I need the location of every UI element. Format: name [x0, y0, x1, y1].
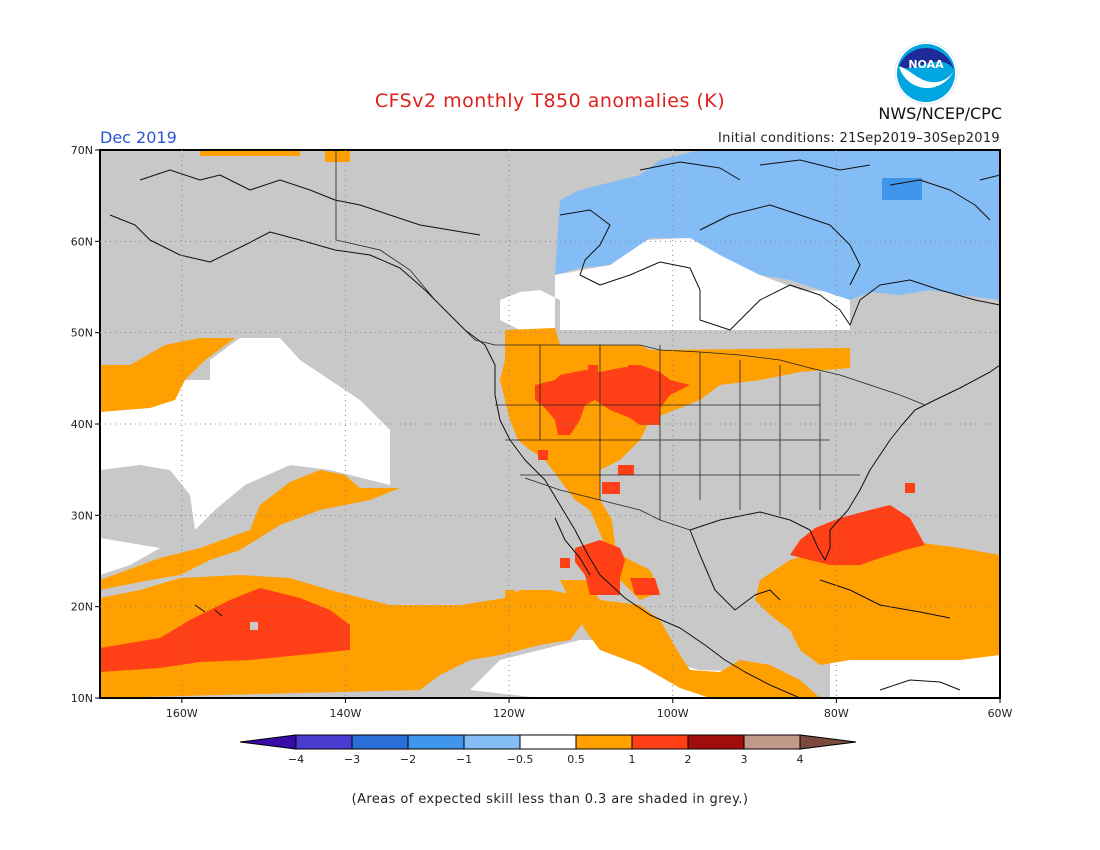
- lat-tick-label: 30N: [71, 509, 93, 522]
- colorbar-max-arrow: [799, 734, 857, 750]
- lat-tick-label: 60N: [71, 235, 93, 248]
- latitude-labels: 70N 60N 50N 40N 30N 20N 10N: [71, 144, 93, 705]
- lon-tick-label: 120W: [493, 707, 525, 720]
- colorbar-label: −2: [400, 753, 416, 766]
- graticule: [95, 149, 1001, 703]
- colorbar-label: −1: [456, 753, 472, 766]
- colorbar-label: 2: [685, 753, 692, 766]
- colorbar-label: −4: [288, 753, 304, 766]
- lon-tick-label: 80W: [824, 707, 849, 720]
- colorbar-label: −3: [344, 753, 360, 766]
- colorbar: −4 −3 −2 −1 −0.5 0.5 1 2 3 4: [239, 734, 857, 766]
- lon-tick-label: 60W: [988, 707, 1013, 720]
- colorbar-label: −0.5: [507, 753, 534, 766]
- colorbar-label: 0.5: [567, 753, 585, 766]
- negative-anomaly-core: [882, 178, 922, 200]
- lat-tick-label: 70N: [71, 144, 93, 157]
- noaa-logo-icon: NOAA: [894, 41, 958, 105]
- lon-tick-label: 140W: [330, 707, 362, 720]
- colorbar-swatch: [519, 734, 577, 750]
- colorbar-swatch: [463, 734, 521, 750]
- colorbar-swatch: [575, 734, 633, 750]
- lat-tick-label: 40N: [71, 418, 93, 431]
- initial-conditions: Initial conditions: 21Sep2019–30Sep2019: [718, 131, 1000, 146]
- forecast-month: Dec 2019: [100, 128, 177, 147]
- colorbar-label: 3: [741, 753, 748, 766]
- political-borders: [335, 150, 926, 531]
- skill-mask-patch: [250, 622, 258, 630]
- map-title: CFSv2 monthly T850 anomalies (K): [374, 90, 726, 112]
- colorbar-label: 4: [797, 753, 804, 766]
- lat-tick-label: 10N: [71, 692, 93, 705]
- colorbar-swatch: [631, 734, 689, 750]
- colorbar-swatch: [743, 734, 801, 750]
- lat-tick-label: 50N: [71, 327, 93, 340]
- longitude-labels: 160W 140W 120W 100W 80W 60W: [166, 707, 1013, 720]
- lon-tick-label: 160W: [166, 707, 198, 720]
- colorbar-swatch: [407, 734, 465, 750]
- skill-note: (Areas of expected skill less than 0.3 a…: [351, 792, 749, 807]
- noaa-logo-text: NOAA: [908, 58, 944, 71]
- colorbar-min-arrow: [239, 734, 297, 750]
- coastlines: [109, 159, 1000, 698]
- colorbar-label: 1: [629, 753, 636, 766]
- lat-tick-label: 20N: [71, 601, 93, 614]
- lon-tick-label: 100W: [657, 707, 689, 720]
- colorbar-swatch: [295, 734, 353, 750]
- colorbar-swatch: [687, 734, 745, 750]
- colorbar-swatch: [351, 734, 409, 750]
- organization-label: NWS/NCEP/CPC: [878, 104, 1002, 123]
